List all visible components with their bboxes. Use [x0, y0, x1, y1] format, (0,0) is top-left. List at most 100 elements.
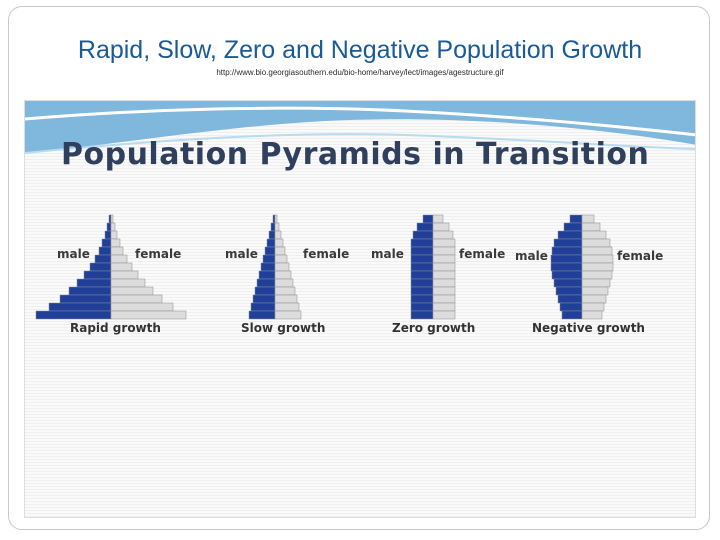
- pyramid-3: [410, 214, 456, 320]
- pyramid-1-male-bar: [59, 294, 112, 304]
- pyramid-3-female-label: female: [459, 247, 506, 261]
- pyramid-4-female-bar: [581, 230, 607, 240]
- pyramid-1-male-bar: [101, 238, 112, 248]
- pyramid-1-female-bar: [110, 254, 128, 264]
- pyramid-1-female-bar: [110, 222, 116, 232]
- pyramid-3-female-bar: [432, 294, 456, 304]
- pyramid-4-female-bar: [581, 262, 614, 272]
- pyramid-2-male-label: male: [225, 247, 258, 261]
- pyramid-4-male-bar: [550, 262, 583, 272]
- pyramid-2-female-bar: [274, 246, 286, 256]
- pyramid-1-male-bar: [106, 222, 112, 232]
- pyramid-1-female-bar: [110, 278, 146, 288]
- pyramid-2-male-bar: [248, 310, 276, 320]
- pyramid-4-female-bar: [581, 222, 601, 232]
- pyramid-2-female-bar: [274, 310, 302, 320]
- pyramid-3-male-bar: [410, 262, 434, 272]
- pyramid-1-male-bar: [98, 246, 112, 256]
- pyramid-2-female-label: female: [303, 247, 350, 261]
- pyramid-3-female-bar: [432, 310, 456, 320]
- pyramid-2-male-bar: [258, 270, 276, 280]
- pyramid-3-female-bar: [432, 286, 456, 296]
- pyramid-3-female-bar: [432, 230, 454, 240]
- pyramid-1-female-bar: [110, 310, 187, 320]
- pyramid-2-female-bar: [274, 294, 298, 304]
- pyramid-3-female-bar: [432, 254, 456, 264]
- pyramid-3-male-bar: [410, 294, 434, 304]
- pyramid-3-male-bar: [410, 246, 434, 256]
- pyramid-4-male-bar: [559, 302, 583, 312]
- pyramid-1-caption: Rapid growth: [70, 321, 161, 335]
- pyramid-4: [550, 214, 614, 320]
- pyramid-1-female-bar: [110, 246, 124, 256]
- pyramid-1-female-bar: [110, 286, 154, 296]
- pyramid-4-male-bar: [569, 214, 583, 224]
- pyramid-2-male-bar: [260, 262, 276, 272]
- pyramid-3-female-bar: [432, 270, 456, 280]
- pyramid-4-caption: Negative growth: [532, 321, 645, 335]
- pyramid-4-female-bar: [581, 246, 613, 256]
- pyramid-3-female-bar: [432, 246, 456, 256]
- pyramid-4-male-bar: [553, 278, 583, 288]
- pyramid-1-female-bar: [110, 294, 163, 304]
- pyramid-2-female-bar: [274, 222, 280, 232]
- pyramid-1-male-bar: [68, 286, 112, 296]
- pyramid-2: [248, 214, 302, 320]
- pyramid-3-female-bar: [432, 262, 456, 272]
- pyramid-2-female-bar: [274, 278, 294, 288]
- pyramid-4-male-label: male: [515, 249, 548, 263]
- swoosh-banner: [25, 101, 695, 154]
- pyramid-4-male-bar: [555, 286, 583, 296]
- pyramid-4-female-bar: [581, 238, 611, 248]
- pyramid-3-female-bar: [432, 214, 444, 224]
- pyramid-1-female-bar: [110, 262, 133, 272]
- pyramid-4-female-label: female: [617, 249, 664, 263]
- pyramid-2-male-bar: [264, 246, 276, 256]
- pyramid-2-male-bar: [266, 238, 276, 248]
- pyramid-2-female-bar: [274, 286, 296, 296]
- pyramid-2-female-bar: [274, 254, 288, 264]
- pyramid-4-male-bar: [563, 222, 583, 232]
- pyramid-1-male-bar: [94, 254, 112, 264]
- pyramid-3-male-bar: [422, 214, 434, 224]
- pyramid-3-caption: Zero growth: [392, 321, 476, 335]
- pyramid-3-male-bar: [410, 270, 434, 280]
- pyramid-2-male-bar: [272, 214, 276, 224]
- pyramid-4-female-bar: [581, 214, 595, 224]
- pyramid-1-male-bar: [104, 230, 112, 240]
- pyramid-4-male-bar: [551, 246, 583, 256]
- pyramid-1-male-bar: [83, 270, 112, 280]
- pyramid-1-female-bar: [110, 238, 121, 248]
- pyramid-1-male-label: male: [57, 247, 90, 261]
- pyramid-2-female-bar: [274, 270, 292, 280]
- pyramid-3-male-bar: [412, 230, 434, 240]
- pyramid-1-male-bar: [35, 310, 112, 320]
- pyramid-3-male-bar: [410, 286, 434, 296]
- pyramid-1-male-bar: [76, 278, 112, 288]
- pyramid-4-male-bar: [550, 254, 583, 264]
- pyramid-2-male-bar: [254, 286, 276, 296]
- population-pyramids-figure: Population Pyramids in Transition male f…: [24, 100, 696, 518]
- pyramid-3-female-bar: [432, 238, 456, 248]
- pyramid-1-female-bar: [110, 230, 118, 240]
- pyramid-3-male-label: male: [371, 247, 404, 261]
- pyramid-3-male-bar: [416, 222, 434, 232]
- pyramid-2-caption: Slow growth: [241, 321, 326, 335]
- pyramid-4-male-bar: [557, 294, 583, 304]
- pyramid-2-female-bar: [274, 262, 290, 272]
- pyramid-4-male-bar: [551, 270, 583, 280]
- pyramid-1-male-bar: [48, 302, 112, 312]
- source-url: http://www.bio.georgiasouthern.edu/bio-h…: [216, 68, 504, 77]
- pyramid-4-female-bar: [581, 310, 603, 320]
- pyramid-1-female-bar: [110, 302, 174, 312]
- pyramid-2-male-bar: [256, 278, 276, 288]
- pyramid-4-female-bar: [581, 278, 611, 288]
- pyramid-3-male-bar: [410, 254, 434, 264]
- pyramid-4-female-bar: [581, 270, 613, 280]
- pyramid-2-male-bar: [268, 230, 276, 240]
- figure-heading: Population Pyramids in Transition: [61, 137, 650, 172]
- pyramid-4-male-bar: [561, 310, 583, 320]
- pyramid-4-female-bar: [581, 286, 609, 296]
- slide-title: Rapid, Slow, Zero and Negative Populatio…: [77, 36, 643, 64]
- pyramid-3-male-bar: [410, 238, 434, 248]
